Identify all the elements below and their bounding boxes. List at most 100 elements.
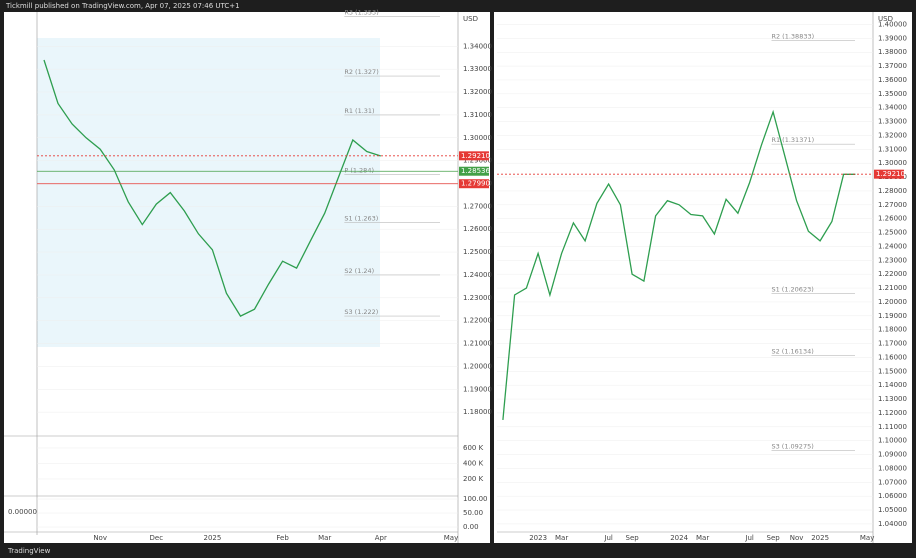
x-tick-label: Mar xyxy=(696,534,709,542)
x-tick-label: 2024 xyxy=(670,534,688,542)
x-tick-label: Dec xyxy=(150,534,164,542)
y-tick-label: 1.34000 xyxy=(878,104,907,112)
y-tick-label: 1.24000 xyxy=(463,271,492,279)
y-tick-label: 1.36000 xyxy=(878,76,907,84)
x-tick-label: Apr xyxy=(375,534,387,542)
y-tick-label: 1.18000 xyxy=(463,408,492,416)
price-line xyxy=(43,59,381,317)
header: Tickmill published on TradingView.com, A… xyxy=(5,2,240,10)
x-tick-label: May xyxy=(444,534,458,542)
pivot-label: S1 (1.263) xyxy=(344,214,378,222)
y-tick-label: 1.17000 xyxy=(878,340,907,348)
currency: USD xyxy=(463,15,478,23)
y-tick-label: 0.00 xyxy=(463,523,479,531)
y-tick-label: 1.13000 xyxy=(878,395,907,403)
price-tag xyxy=(459,179,489,189)
y-tick-label: 1.38000 xyxy=(878,48,907,56)
pivot-label: R3 (1.353) xyxy=(344,9,378,17)
x-tick-label: Jul xyxy=(744,534,754,542)
y-tick-label: 1.26000 xyxy=(878,215,907,223)
y-tick-label: 1.21000 xyxy=(878,284,907,292)
y-tick-label: 1.10000 xyxy=(878,437,907,445)
y-tick-label: 1.22000 xyxy=(878,270,907,278)
currency: USD xyxy=(878,15,893,23)
y-tick-label: 1.09000 xyxy=(878,451,907,459)
price-tag-label: 1.29210 xyxy=(461,152,490,160)
y-tick-label: 1.40000 xyxy=(878,20,907,28)
y-tick-label: 1.21000 xyxy=(463,340,492,348)
y-tick-label: 1.30000 xyxy=(463,134,492,142)
y-tick-label: 50.00 xyxy=(463,509,483,517)
y-tick-label: 1.19000 xyxy=(878,312,907,320)
y-tick-label: 1.22000 xyxy=(463,317,492,325)
y-tick-label: 1.26000 xyxy=(463,225,492,233)
y-tick-label: 1.16000 xyxy=(878,353,907,361)
y-tick-label: 1.18000 xyxy=(878,326,907,334)
oscillator-readout: 0.00000 xyxy=(8,508,37,516)
y-tick-label: 1.14000 xyxy=(878,381,907,389)
x-tick-label: 2025 xyxy=(811,534,829,542)
x-tick-label: Nov xyxy=(93,534,107,542)
y-tick-label: 1.39000 xyxy=(878,34,907,42)
pivot-label: R1 (1.31) xyxy=(344,107,374,115)
x-tick-label: Jul xyxy=(603,534,613,542)
y-tick-label: 1.29000 xyxy=(463,157,492,165)
y-tick-label: 1.35000 xyxy=(878,90,907,98)
price-tag-label: 1.29210 xyxy=(876,170,905,178)
y-tick-label: 1.27000 xyxy=(463,202,492,210)
y-tick-label: 600 K xyxy=(463,444,484,452)
x-tick-label: Sep xyxy=(767,534,781,542)
y-tick-label: 1.31000 xyxy=(463,111,492,119)
logo: TradingView xyxy=(7,547,51,555)
y-tick-label: 100.00 xyxy=(463,495,488,503)
y-tick-label: 1.25000 xyxy=(463,248,492,256)
price-tag-label: 1.28536 xyxy=(461,167,490,175)
y-tick-label: 1.33000 xyxy=(878,118,907,126)
price-tag xyxy=(874,169,904,179)
pivot-label: R1 (1.31371) xyxy=(771,136,814,144)
y-tick-label: 1.28000 xyxy=(878,187,907,195)
pivot-label: S2 (1.24) xyxy=(344,267,374,275)
y-tick-label: 1.33000 xyxy=(463,65,492,73)
y-tick-label: 1.06000 xyxy=(878,492,907,500)
y-tick-label: 1.05000 xyxy=(878,506,907,514)
price-tag xyxy=(459,151,489,161)
x-tick-label: Mar xyxy=(318,534,331,542)
y-tick-label: 400 K xyxy=(463,459,484,467)
y-tick-label: 200 K xyxy=(463,475,484,483)
pivot-label: S3 (1.09275) xyxy=(771,443,813,451)
pivot-label: R2 (1.327) xyxy=(344,68,378,76)
x-tick-label: 2023 xyxy=(529,534,547,542)
y-tick-label: 1.37000 xyxy=(878,62,907,70)
x-tick-label: 2025 xyxy=(204,534,222,542)
y-tick-label: 1.07000 xyxy=(878,478,907,486)
right-pane xyxy=(494,12,912,543)
y-tick-label: 1.30000 xyxy=(878,159,907,167)
price-tag-label: 1.27990 xyxy=(461,180,490,188)
pivot-label: S3 (1.222) xyxy=(344,308,378,316)
y-tick-label: 1.12000 xyxy=(878,409,907,417)
pivot-label: P (1.284) xyxy=(344,166,374,174)
pivot-label: R2 (1.38833) xyxy=(771,33,814,41)
y-tick-label: 1.23000 xyxy=(878,256,907,264)
y-tick-label: 1.19000 xyxy=(463,385,492,393)
y-tick-label: 1.27000 xyxy=(878,201,907,209)
x-tick-label: Nov xyxy=(790,534,804,542)
y-tick-label: 1.34000 xyxy=(463,42,492,50)
price-tag xyxy=(459,166,489,176)
y-tick-label: 1.20000 xyxy=(463,362,492,370)
y-tick-label: 1.04000 xyxy=(878,520,907,528)
y-tick-label: 1.24000 xyxy=(878,242,907,250)
y-tick-label: 1.23000 xyxy=(463,294,492,302)
x-tick-label: Sep xyxy=(626,534,640,542)
x-tick-label: Mar xyxy=(555,534,568,542)
y-tick-label: 1.20000 xyxy=(878,298,907,306)
y-tick-label: 1.15000 xyxy=(878,367,907,375)
x-tick-label: Feb xyxy=(276,534,289,542)
y-tick-label: 1.11000 xyxy=(878,423,907,431)
x-tick-label: May xyxy=(860,534,874,542)
price-line xyxy=(502,109,856,420)
y-tick-label: 1.25000 xyxy=(878,229,907,237)
pivot-label: S2 (1.16134) xyxy=(771,348,813,356)
